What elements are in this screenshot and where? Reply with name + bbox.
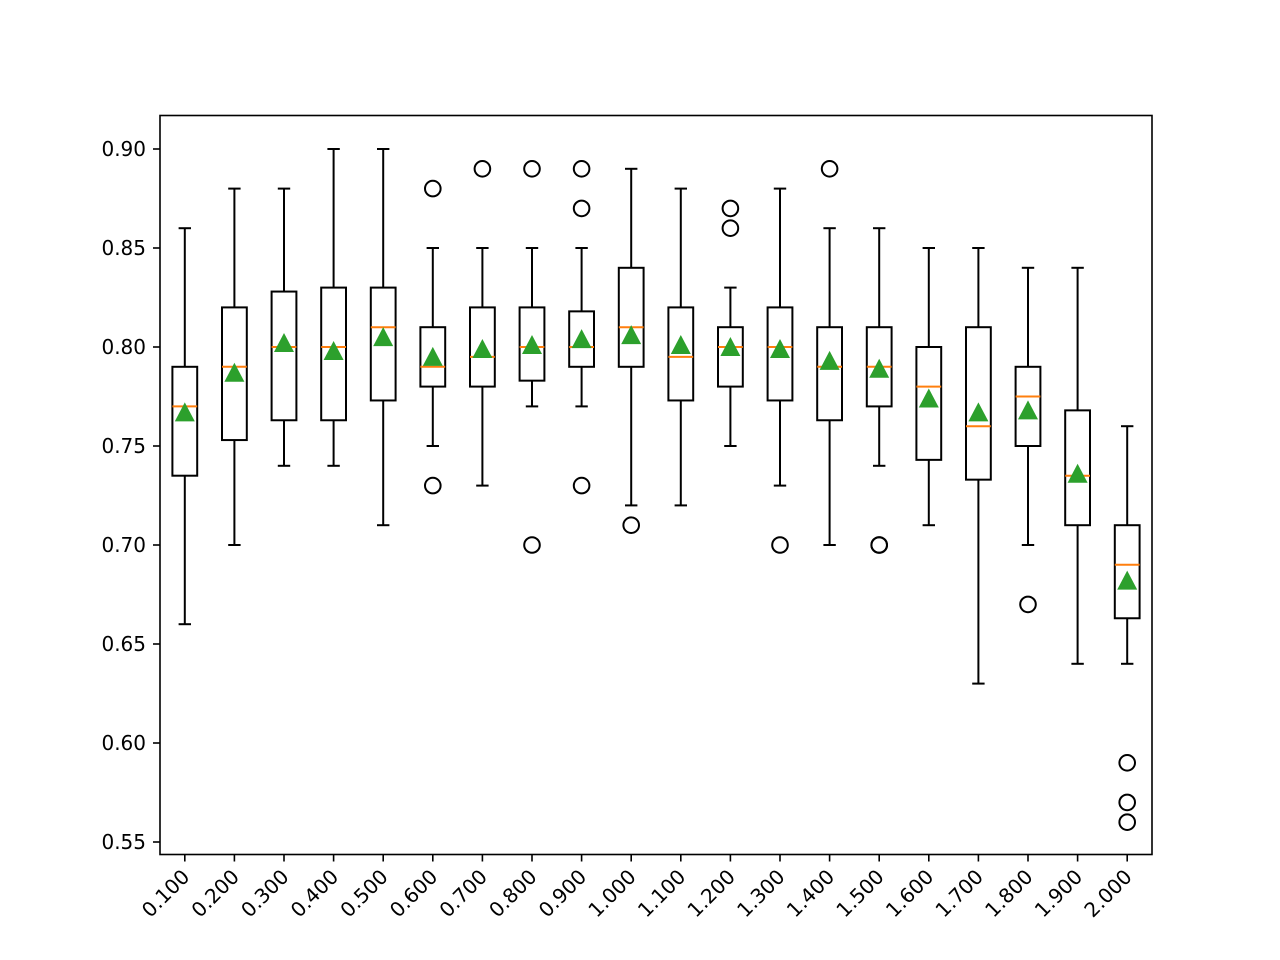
mean-marker (918, 388, 939, 408)
mean-marker (670, 335, 691, 355)
outlier-marker (572, 476, 591, 495)
iqr-box (270, 290, 298, 422)
y-tick-label: 0.70 (101, 533, 146, 557)
y-tick-label: 0.80 (101, 335, 146, 359)
outlier-marker (1118, 754, 1136, 772)
iqr-box (766, 306, 794, 402)
axes-frame (159, 114, 1153, 856)
box-0.700 (469, 160, 496, 487)
box-1.800 (1014, 266, 1042, 614)
mean-marker (621, 325, 642, 345)
box-1.900 (1064, 266, 1091, 665)
box-1.200 (717, 199, 744, 447)
box-1.400 (816, 160, 844, 546)
y-tick-label: 0.65 (101, 632, 146, 656)
y-tick-label: 0.60 (101, 731, 146, 755)
outlier-marker (572, 160, 591, 178)
outlier-marker (424, 179, 442, 198)
outlier-marker (820, 160, 839, 178)
iqr-box (617, 266, 645, 368)
box-0.600 (419, 179, 447, 495)
mean-marker (1018, 400, 1038, 420)
y-tick-label: 0.85 (101, 236, 146, 260)
outlier-marker (473, 160, 492, 178)
outlier-marker (1118, 793, 1136, 812)
y-tick-label: 0.75 (101, 434, 146, 458)
outlier-marker (523, 160, 541, 178)
outlier-marker (870, 536, 889, 554)
iqr-box (568, 310, 596, 368)
mean-marker (571, 329, 592, 349)
box-1.600 (915, 247, 943, 527)
iqr-box (1113, 524, 1141, 620)
iqr-box (171, 365, 199, 477)
iqr-box (965, 326, 992, 481)
iqr-box (221, 306, 248, 442)
iqr-box (518, 306, 546, 382)
box-0.800 (518, 160, 546, 554)
mean-marker (274, 333, 294, 353)
box-2.000 (1113, 425, 1141, 832)
box-1.700 (965, 247, 992, 685)
box-0.200 (221, 187, 248, 546)
box-0.100 (171, 227, 199, 626)
iqr-box (717, 326, 744, 388)
mean-marker (373, 327, 394, 347)
mean-marker (770, 338, 790, 358)
outlier-marker (424, 476, 442, 495)
box-1.500 (865, 227, 893, 554)
iqr-box (419, 326, 447, 388)
mean-marker (174, 402, 195, 422)
mean-marker (720, 337, 741, 356)
iqr-box (1014, 365, 1042, 447)
iqr-box (369, 286, 397, 402)
mean-marker (819, 350, 840, 370)
box-0.500 (369, 148, 397, 527)
boxes-group (171, 148, 1141, 832)
box-1.000 (617, 167, 645, 535)
iqr-box (1064, 409, 1091, 527)
mean-marker (869, 358, 890, 378)
box-1.100 (667, 187, 695, 507)
outlier-marker (721, 199, 740, 218)
outlier-marker (771, 536, 789, 554)
mean-marker (472, 338, 493, 358)
iqr-box (320, 286, 348, 422)
box-1.300 (766, 187, 794, 554)
outlier-marker (622, 516, 641, 535)
mean-marker (1067, 463, 1088, 483)
iqr-box (667, 306, 695, 402)
mean-marker (224, 362, 245, 382)
mean-marker (422, 346, 443, 366)
outlier-marker (1019, 595, 1037, 614)
iqr-box (816, 326, 844, 422)
mean-marker (522, 335, 542, 355)
y-tick-label: 0.55 (101, 830, 146, 854)
box-0.300 (270, 187, 298, 467)
iqr-box (469, 306, 496, 388)
mean-marker (323, 340, 344, 360)
mean-marker (968, 402, 989, 422)
box-0.900 (568, 160, 596, 495)
outlier-marker (721, 219, 740, 237)
mean-marker (1117, 570, 1138, 590)
outlier-marker (572, 199, 591, 218)
iqr-box (915, 346, 943, 461)
y-tick-label: 0.90 (101, 137, 146, 161)
outlier-marker (1118, 813, 1136, 832)
box-0.400 (320, 148, 348, 467)
y-axis: 0.55 0.60 0.65 0.70 0.75 0.80 0.85 0.90 (101, 137, 160, 854)
outlier-marker (523, 536, 541, 554)
